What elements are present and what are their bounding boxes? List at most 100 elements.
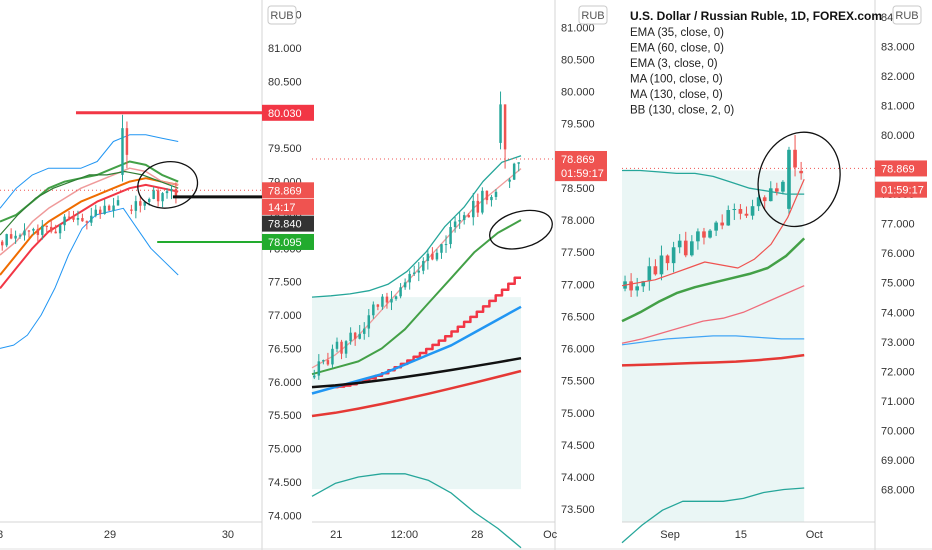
legend-indicator[interactable]: BB (130, close, 2, 0) [630, 105, 734, 117]
candle-body [431, 253, 434, 260]
x-tick-label: Oc [543, 529, 558, 541]
candle [116, 195, 120, 206]
candle [18, 233, 22, 239]
candle-body [512, 163, 516, 180]
candle [322, 359, 325, 365]
candle [490, 194, 493, 207]
candle [72, 210, 75, 223]
candle [517, 162, 520, 172]
currency-badge-box[interactable] [892, 5, 922, 25]
chart-panel-3: 68.000 69.000 70.000 71.000 72.000 73.000 74.0… [621, 0, 927, 550]
candle [5, 233, 8, 248]
candle-body [744, 213, 749, 216]
candle [143, 201, 146, 211]
candle-body [112, 205, 115, 211]
legend-indicator[interactable]: EMA (3, close, 0) [630, 58, 718, 70]
candle-body [653, 266, 658, 275]
candle [362, 322, 366, 340]
candle-body [85, 221, 89, 223]
candle-body [732, 208, 737, 211]
legend-indicator[interactable]: MA (100, close, 0) [630, 74, 723, 86]
candle-body [485, 190, 489, 201]
candle-body [490, 196, 493, 201]
bollinger-lower [311, 473, 522, 549]
candle-body [161, 193, 164, 202]
price-tag-0: 78.869 [555, 150, 607, 167]
candle-body [139, 201, 142, 206]
price-tag-1: 01:59:17 [555, 165, 607, 182]
y-tick-label: 73.000 [881, 337, 915, 349]
ema-35 [311, 219, 522, 376]
candle [27, 229, 31, 238]
candle-body [41, 225, 44, 235]
candle-body [76, 218, 80, 220]
legend: U.S. Dollar / Russian Ruble, 1D, FOREX.c… [630, 9, 882, 117]
candle-body [23, 230, 26, 236]
candle-body [775, 188, 779, 192]
candle-body [671, 247, 676, 264]
candle [793, 135, 797, 177]
legend-indicator[interactable]: EMA (35, close, 0) [630, 27, 724, 39]
candle [9, 228, 13, 240]
candle-body [107, 205, 111, 211]
candle [161, 192, 164, 208]
candle-body [98, 209, 102, 214]
y-tick-label: 77.500 [268, 277, 302, 289]
candle [367, 309, 371, 338]
candle [435, 248, 439, 262]
candle [426, 248, 430, 270]
candle [467, 213, 470, 218]
y-tick-label: 74.000 [561, 472, 595, 484]
candle-body [32, 228, 35, 231]
candle [134, 195, 138, 219]
price-tag-box [875, 181, 927, 198]
candle-body [647, 266, 652, 282]
price-tag-label: 78.095 [268, 237, 302, 249]
candle-body [376, 304, 380, 307]
candle [714, 220, 718, 237]
bollinger-band-fill [312, 297, 521, 490]
candle [412, 265, 416, 276]
candle [422, 257, 425, 275]
annotation-ellipse[interactable] [485, 204, 556, 255]
candle [417, 262, 421, 282]
candle-body [690, 241, 694, 256]
candle-body [5, 234, 8, 246]
candle-body [683, 240, 688, 256]
candle-body [340, 341, 343, 354]
candle-body [756, 197, 761, 207]
y-tick-label: 80.000 [561, 87, 595, 99]
currency-badge[interactable]: RUB [578, 5, 608, 25]
y-tick-label: 76.000 [561, 344, 595, 356]
y-tick-label: 73.500 [561, 504, 595, 516]
candle [696, 228, 700, 250]
candle-body [367, 315, 371, 329]
currency-badge[interactable]: RUB [892, 5, 922, 25]
candle [340, 339, 343, 360]
candle-body [317, 361, 321, 376]
support-price-tag: 78.095 [262, 233, 314, 250]
candle-body [467, 215, 470, 218]
annotation-ellipse[interactable] [134, 157, 201, 213]
currency-badge[interactable]: RUB [267, 5, 297, 25]
currency-badge-box[interactable] [267, 5, 297, 25]
price-tag-label: 14:17 [268, 202, 296, 214]
currency-badge-box[interactable] [578, 5, 608, 25]
candle-body [170, 188, 173, 192]
x-tick-label: Sep [660, 529, 680, 541]
candle [349, 327, 352, 345]
candle-body [726, 210, 731, 226]
candle-body [156, 190, 160, 202]
y-tick-label: 74.500 [561, 440, 595, 452]
legend-indicator[interactable]: MA (130, close, 0) [630, 89, 723, 101]
candle [58, 223, 62, 240]
annotation-ellipse[interactable] [745, 121, 853, 239]
candle-body [36, 228, 40, 235]
candle-body [440, 244, 443, 253]
legend-indicator[interactable]: EMA (60, close, 0) [630, 43, 724, 55]
candle [90, 207, 93, 226]
price-tag-1: 01:59:17 [875, 181, 927, 198]
candle [67, 210, 71, 221]
y-tick-label: 74.500 [268, 477, 302, 489]
